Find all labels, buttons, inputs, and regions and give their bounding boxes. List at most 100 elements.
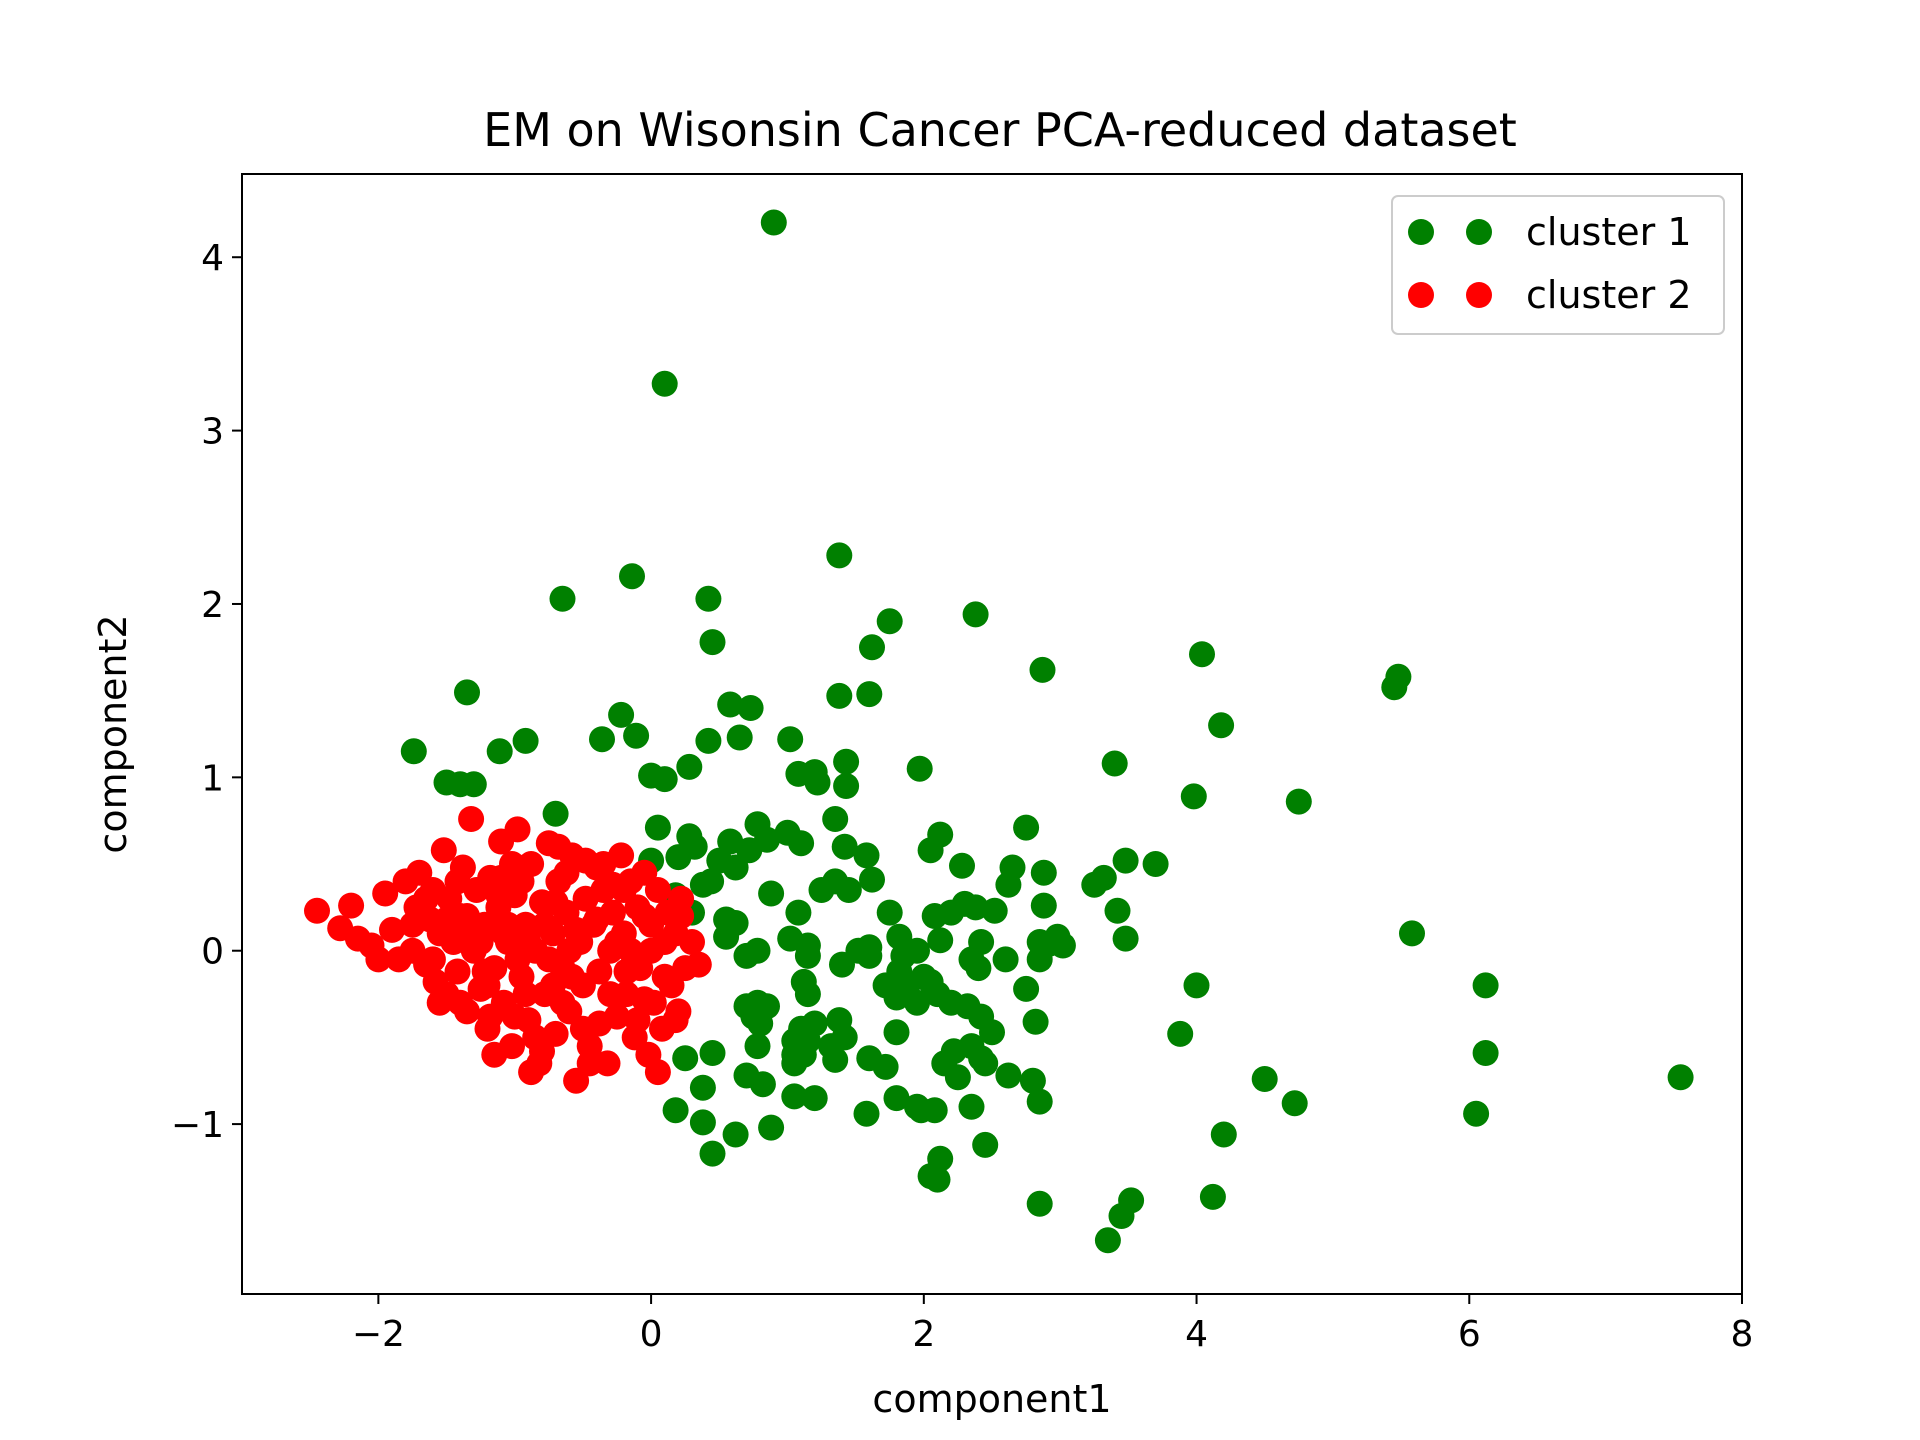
data-points (304, 209, 1694, 1254)
point-cluster-2-116 (631, 903, 658, 929)
point-cluster-2-40 (504, 816, 531, 843)
point-cluster-2-141 (490, 920, 517, 947)
point-cluster-2-120 (440, 920, 467, 947)
point-cluster-1-26 (400, 738, 427, 765)
point-cluster-2-126 (399, 937, 426, 964)
point-cluster-2-109 (624, 1007, 651, 1034)
point-cluster-1-83 (785, 899, 812, 926)
point-cluster-2-139 (668, 885, 695, 912)
point-cluster-1-115 (1026, 946, 1053, 973)
point-cluster-1-121 (965, 955, 992, 982)
point-cluster-2-64 (586, 958, 613, 985)
point-cluster-1-40 (833, 773, 860, 799)
point-cluster-1-187 (1210, 1121, 1237, 1148)
y-tick-label-4: 3 (201, 412, 224, 453)
point-cluster-1-11 (1189, 641, 1215, 668)
point-cluster-2-51 (542, 1020, 569, 1047)
point-cluster-1-64 (1142, 851, 1169, 877)
point-cluster-1-20 (608, 701, 635, 728)
point-cluster-1-192 (924, 1166, 951, 1193)
legend-label-cluster-2: cluster 2 (1526, 273, 1692, 317)
point-cluster-1-84 (876, 899, 903, 926)
point-cluster-1-179 (1281, 1090, 1308, 1117)
point-cluster-1-89 (981, 897, 1008, 924)
point-cluster-1-76 (995, 871, 1022, 898)
point-cluster-1-109 (829, 951, 855, 978)
point-cluster-1-173 (801, 1085, 828, 1112)
point-cluster-1-158 (968, 1045, 995, 1072)
point-cluster-1-42 (1180, 783, 1207, 810)
point-cluster-1-145 (1022, 1008, 1049, 1035)
point-cluster-1-44 (542, 800, 569, 827)
point-cluster-1-161 (699, 1040, 726, 1066)
point-cluster-1-0 (760, 209, 787, 236)
point-cluster-2-123 (535, 946, 562, 973)
point-cluster-2-143 (485, 882, 512, 909)
point-cluster-1-59 (1013, 814, 1040, 841)
point-cluster-2-130 (553, 859, 580, 886)
point-cluster-1-148 (744, 1033, 771, 1060)
legend: cluster 1 cluster 2 (1391, 195, 1725, 335)
point-cluster-1-28 (512, 727, 539, 754)
point-cluster-2-18 (430, 837, 457, 864)
point-cluster-1-183 (758, 1114, 785, 1141)
point-cluster-1-177 (958, 1093, 985, 1120)
point-cluster-1-25 (777, 726, 804, 753)
point-cluster-1-125 (1183, 972, 1210, 999)
point-cluster-1-184 (853, 1100, 880, 1127)
point-cluster-2-135 (572, 847, 599, 874)
point-cluster-1-17 (737, 695, 764, 721)
point-cluster-1-33 (460, 771, 487, 798)
point-cluster-1-165 (749, 1071, 776, 1098)
point-cluster-1-114 (992, 946, 1019, 973)
point-cluster-1-24 (726, 724, 753, 751)
point-cluster-1-60 (1030, 859, 1057, 886)
point-cluster-1-2 (826, 542, 853, 569)
point-cluster-1-21 (623, 722, 650, 749)
point-cluster-1-79 (698, 868, 725, 895)
point-cluster-1-43 (1285, 788, 1312, 815)
point-cluster-1-131 (904, 989, 930, 1016)
point-cluster-1-144 (979, 1019, 1005, 1046)
y-tick-label-1: 0 (201, 932, 224, 973)
point-cluster-1-10 (1029, 656, 1056, 683)
point-cluster-2-112 (467, 929, 494, 955)
point-cluster-1-197 (1118, 1187, 1145, 1214)
point-cluster-1-180 (662, 1097, 689, 1124)
point-cluster-1-167 (995, 1062, 1022, 1089)
point-cluster-2-124 (563, 916, 590, 943)
point-cluster-2-100 (501, 1003, 528, 1030)
point-cluster-1-140 (740, 1003, 767, 1030)
point-cluster-1-22 (589, 726, 615, 753)
point-cluster-2-121 (454, 903, 480, 929)
point-cluster-1-70 (736, 837, 763, 864)
point-cluster-1-53 (831, 833, 858, 860)
point-cluster-1-52 (822, 806, 849, 832)
point-cluster-2-147 (613, 958, 640, 985)
point-cluster-1-19 (856, 681, 883, 708)
point-cluster-1-123 (794, 981, 821, 1008)
point-cluster-1-63 (1112, 847, 1139, 874)
point-cluster-1-160 (672, 1045, 699, 1072)
point-cluster-2-5 (365, 946, 392, 973)
legend-marker-cluster-1-a (1408, 219, 1434, 245)
point-cluster-1-110 (856, 942, 883, 969)
point-cluster-1-5 (695, 585, 722, 612)
point-cluster-1-143 (883, 1019, 910, 1046)
point-cluster-2-117 (481, 1041, 508, 1068)
point-cluster-1-67 (681, 833, 708, 860)
point-cluster-1-124 (1013, 975, 1040, 1002)
point-cluster-1-130 (883, 984, 910, 1011)
point-cluster-1-71 (758, 880, 785, 907)
point-cluster-1-39 (804, 769, 831, 796)
point-cluster-1-91 (1104, 897, 1131, 924)
point-cluster-2-81 (644, 877, 671, 903)
point-cluster-1-194 (1199, 1183, 1226, 1210)
point-cluster-1-90 (1030, 892, 1057, 919)
point-cluster-2-119 (576, 1050, 603, 1077)
point-cluster-1-193 (1026, 1190, 1053, 1217)
point-cluster-2-131 (512, 981, 539, 1008)
point-cluster-1-182 (722, 1121, 749, 1148)
x-tick-label-2: 2 (912, 1314, 935, 1355)
point-cluster-1-103 (1049, 932, 1076, 959)
